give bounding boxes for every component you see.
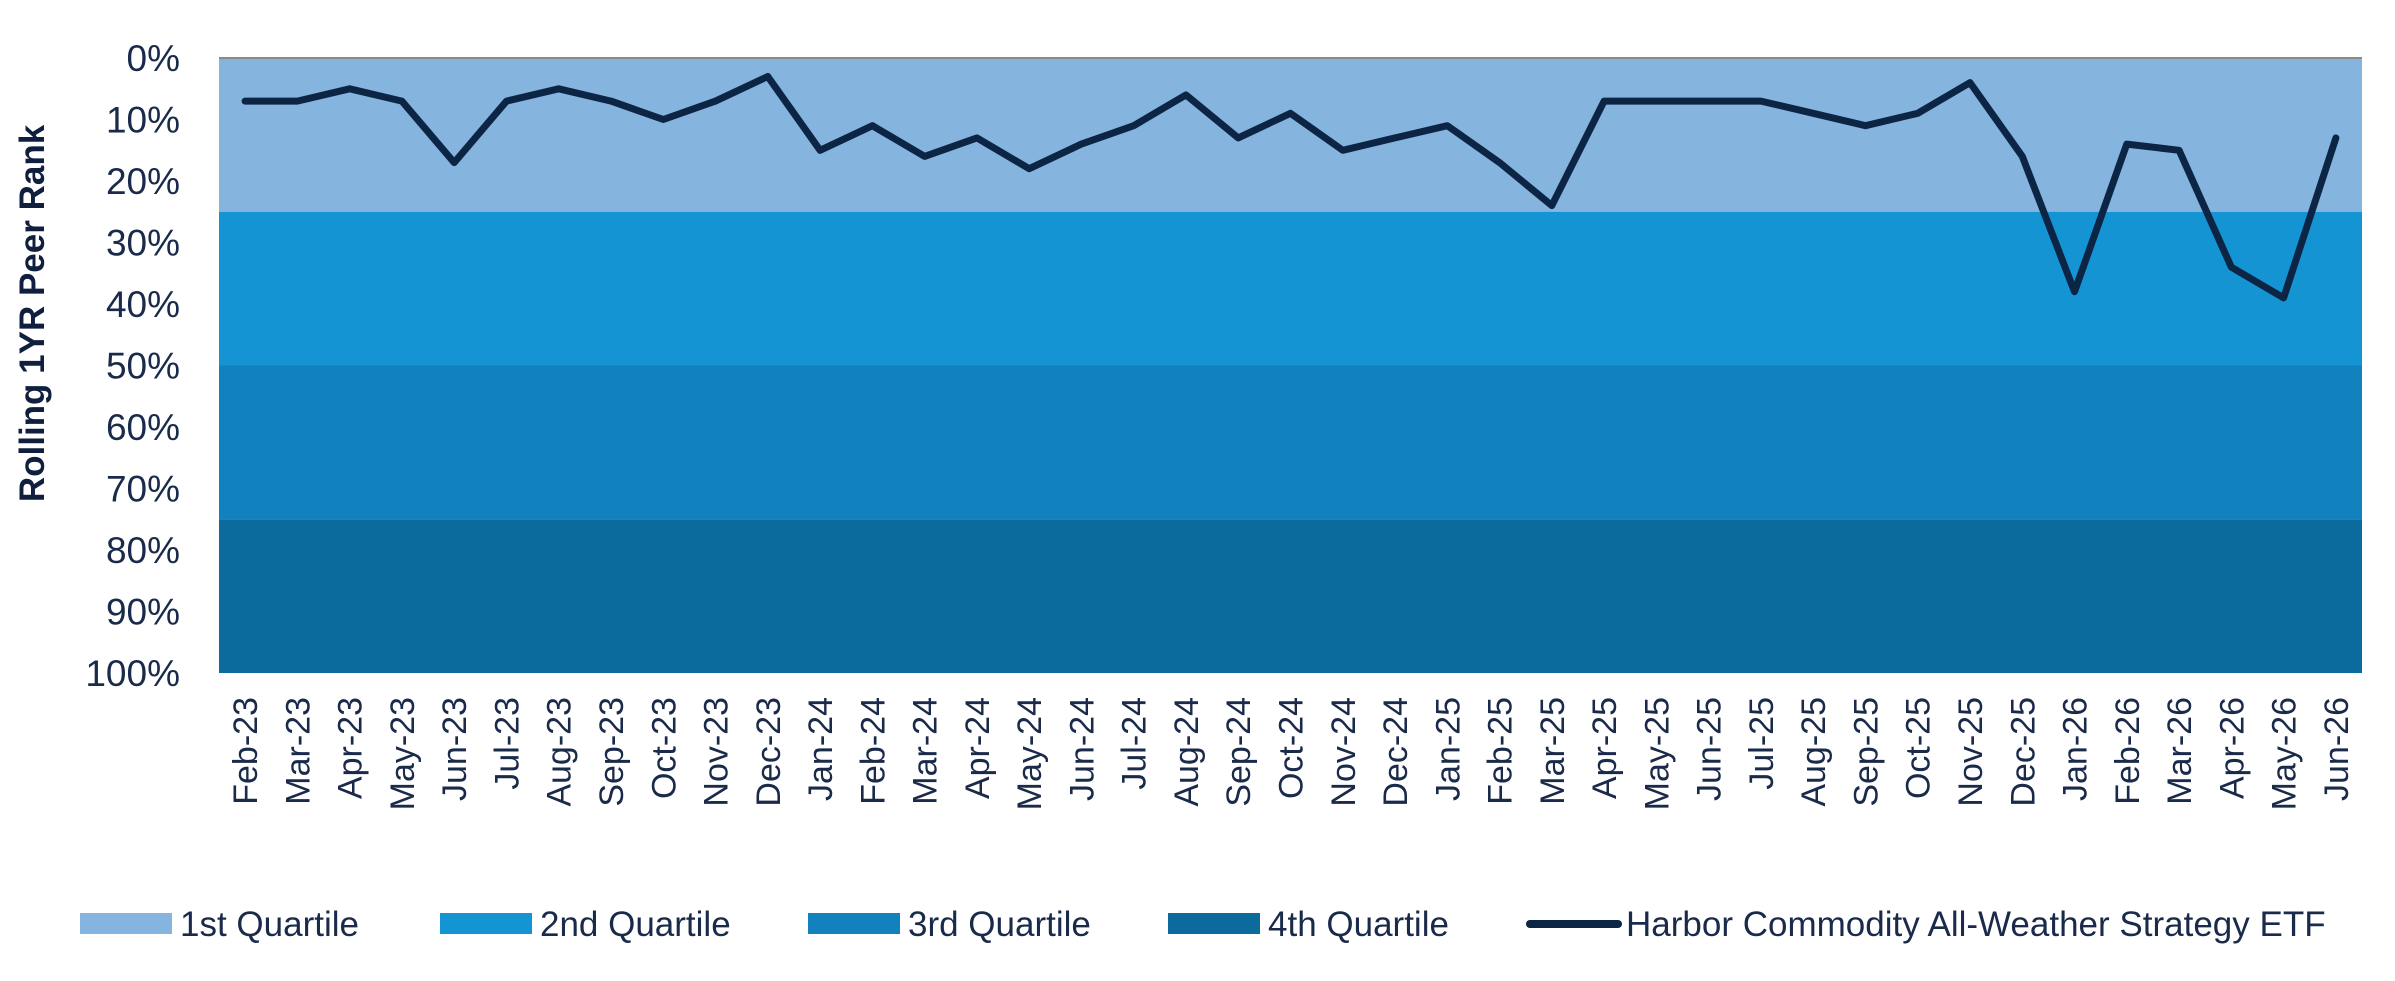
y-tick-label: 50% [106,346,180,387]
x-tick-label: Feb-23 [227,697,265,805]
x-tick-label: Sep-23 [593,697,631,807]
y-tick-label: 30% [106,223,180,264]
x-axis-tick-labels: Feb-23 Mar-23 Apr-23 May-23 Jun-23 Jul-23 Aug-… [227,697,2356,810]
x-tick-label: Feb-25 [1482,697,1520,805]
legend-label: 3rd Quartile [908,905,1091,944]
x-tick-label: May-23 [384,697,422,810]
x-tick-label: Jan-26 [2057,697,2095,801]
quartile-band-2 [219,211,2362,366]
x-tick-label: Mar-25 [1534,697,1572,805]
x-tick-label: Mar-26 [2161,697,2199,805]
y-tick-label: 80% [106,530,180,571]
x-tick-label: Aug-24 [1168,697,1206,807]
y-tick-label: 40% [106,284,180,325]
series-line-1 [241,73,2340,302]
legend-label: 1st Quartile [180,905,359,944]
y-tick-label: 70% [106,469,180,510]
legend-swatch-1 [80,913,172,934]
x-tick-label: Oct-25 [1900,697,1938,799]
legend-label: 2nd Quartile [540,905,731,944]
x-tick-label: Jan-24 [802,697,840,801]
quartile-bands [219,58,2362,673]
x-tick-label: Apr-25 [1586,697,1624,799]
x-tick-label: Jun-26 [2318,697,2356,801]
x-tick-label: Mar-24 [907,697,945,805]
x-tick-label: Aug-25 [1795,697,1833,807]
x-tick-label: Apr-26 [2213,697,2251,799]
x-tick-label: Jul-25 [1743,697,1781,790]
y-tick-label: 100% [85,653,180,694]
legend-label: 4th Quartile [1268,905,1449,944]
legend-swatch-2 [440,913,532,934]
x-tick-label: May-26 [2266,697,2304,810]
x-tick-label: Feb-24 [854,697,892,805]
legend-swatch-4 [1168,913,1260,934]
x-tick-label: Jun-24 [1063,697,1101,801]
x-tick-label: Nov-23 [698,697,736,807]
x-tick-label: May-24 [1011,697,1049,810]
x-tick-label: Apr-24 [959,697,997,799]
x-tick-label: Nov-24 [1325,697,1363,807]
y-tick-label: 60% [106,407,180,448]
x-tick-label: Sep-24 [1220,697,1258,807]
x-tick-label: Nov-25 [1952,697,1990,807]
x-tick-label: Mar-23 [279,697,317,805]
x-tick-label: Dec-25 [2004,697,2042,807]
x-tick-label: Jun-23 [436,697,474,801]
x-tick-label: Jan-25 [1429,697,1467,801]
quartile-band-3 [219,365,2362,520]
x-tick-label: Jul-23 [488,697,526,790]
x-tick-label: Dec-23 [750,697,788,807]
y-tick-label: 20% [106,161,180,202]
x-tick-label: Oct-23 [645,697,683,799]
y-axis-tick-labels: 0% 10% 20% 30% 40% 50% 60% 70% 80% 90% 100% [85,38,180,694]
x-tick-label: May-25 [1638,697,1676,810]
x-tick-label: Feb-26 [2109,697,2147,805]
x-tick-label: Aug-23 [541,697,579,807]
y-tick-label: 10% [106,100,180,141]
quartile-band-1 [219,58,2362,212]
legend-label: Harbor Commodity All-Weather Strategy ET… [1626,905,2326,944]
y-axis-title: Rolling 1YR Peer Rank [13,124,52,502]
x-tick-label: Dec-24 [1377,697,1415,807]
legend: 1st Quartile 2nd Quartile 3rd Quartile 4th … [80,905,2326,944]
quartile-band-4 [219,519,2362,673]
x-tick-label: Jul-24 [1116,697,1154,790]
y-tick-label: 0% [127,38,180,79]
x-tick-label: Sep-25 [1847,697,1885,807]
legend-swatch-3 [808,913,900,934]
x-tick-label: Oct-24 [1273,697,1311,799]
series-lines [241,73,2340,302]
x-tick-label: Apr-23 [332,697,370,799]
x-tick-label: Jun-25 [1691,697,1729,801]
y-tick-label: 90% [106,592,180,633]
